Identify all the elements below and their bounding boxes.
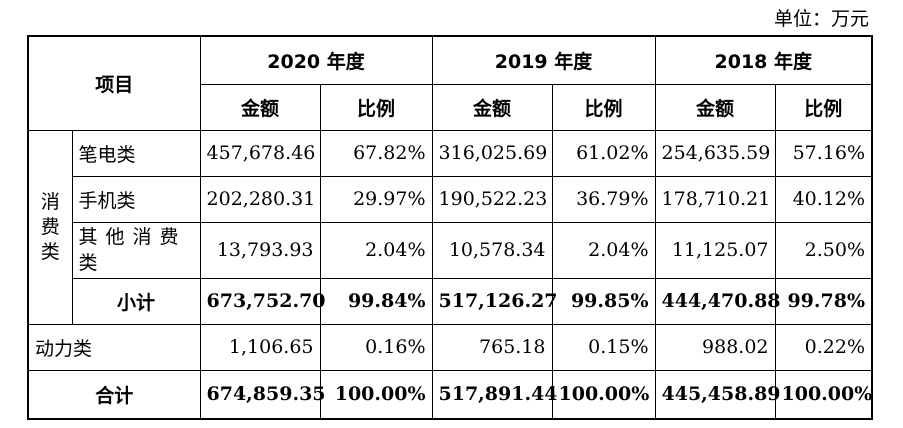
cell-ratio: 36.79% (551, 175, 656, 223)
row-label: 手机类 (71, 175, 201, 223)
cell-ratio: 61.02% (551, 129, 656, 177)
cell-amount: 316,025.69 (431, 129, 553, 177)
cell-amount: 765.18 (431, 323, 553, 371)
power-row: 动力类 1,106.65 0.16% 765.18 0.15% 988.02 0… (27, 323, 873, 371)
table-row: 手机类 202,280.31 29.97% 190,522.23 36.79% … (28, 175, 873, 223)
cell-ratio: 0.22% (774, 323, 873, 371)
cell-amount: 190,522.23 (431, 175, 553, 223)
table-row: 消 费 类 笔电类 457,678.46 67.82% 316,025.69 6… (27, 129, 873, 325)
cell-ratio: 100.00% (551, 369, 656, 420)
cell-amount: 517,126.27 (431, 277, 558, 325)
cell-amount: 202,280.31 (199, 175, 321, 223)
category-char: 费 (40, 215, 60, 238)
cell-ratio: 100.00% (774, 369, 873, 420)
cell-ratio: 29.97% (319, 175, 433, 223)
cell-ratio: 2.50% (774, 221, 873, 279)
cell-amount: 11,125.07 (654, 221, 776, 279)
category-char: 消 (40, 190, 60, 213)
header-year-2018: 2018 年度 (654, 35, 873, 85)
header-ratio: 比例 (319, 83, 433, 131)
cell-ratio: 2.04% (319, 221, 433, 279)
subtotal-row: 小计 673,752.70 99.84% 517,126.27 99.85% 4… (28, 277, 873, 325)
header-amount: 金额 (199, 83, 321, 131)
cell-amount: 178,710.21 (654, 175, 776, 223)
cell-amount: 254,635.59 (654, 129, 776, 177)
cell-ratio: 0.16% (319, 323, 433, 371)
cell-ratio: 40.12% (774, 175, 873, 223)
header-year-2019: 2019 年度 (431, 35, 656, 85)
total-row: 合计 674,859.35 100.00% 517,891.44 100.00%… (27, 369, 873, 420)
cell-ratio: 57.16% (774, 129, 873, 177)
cell-ratio: 99.84% (319, 277, 433, 325)
header-row-columns: 金额 比例 金额 比例 金额 比例 (28, 83, 873, 131)
category-consumer: 消 费 类 (27, 129, 73, 325)
row-label: 其他消费类 (71, 221, 201, 279)
cell-amount: 674,859.35 (199, 369, 326, 420)
cell-amount: 445,458.89 (654, 369, 781, 420)
cell-ratio: 2.04% (551, 221, 656, 279)
cell-amount: 673,752.70 (199, 277, 326, 325)
header-amount: 金额 (431, 83, 553, 131)
cell-amount: 517,891.44 (431, 369, 558, 420)
cell-amount: 1,106.65 (199, 323, 321, 371)
unit-label: 单位：万元 (773, 8, 869, 30)
table-row: 其他消费类 13,793.93 2.04% 10,578.34 2.04% 11… (28, 221, 873, 279)
header-row-years: 项目 2020 年度 2019 年度 2018 年度 (27, 35, 873, 131)
row-label: 笔电类 (71, 129, 201, 177)
cell-amount: 457,678.46 (199, 129, 321, 177)
header-year-2020: 2020 年度 (199, 35, 433, 85)
cell-amount: 13,793.93 (199, 221, 321, 279)
revenue-table: 项目 2020 年度 2019 年度 2018 年度 金额 比例 金额 比例 金… (27, 35, 874, 420)
row-label: 动力类 (27, 323, 201, 371)
cell-ratio: 67.82% (319, 129, 433, 177)
cell-amount: 444,470.88 (654, 277, 781, 325)
category-char: 类 (40, 240, 60, 263)
cell-ratio: 0.15% (551, 323, 656, 371)
cell-amount: 10,578.34 (431, 221, 553, 279)
header-ratio: 比例 (551, 83, 656, 131)
cell-ratio: 99.85% (551, 277, 656, 325)
header-ratio: 比例 (774, 83, 873, 131)
cell-amount: 988.02 (654, 323, 776, 371)
header-item: 项目 (27, 35, 201, 131)
cell-ratio: 100.00% (319, 369, 433, 420)
total-label: 合计 (27, 369, 201, 420)
header-amount: 金额 (654, 83, 776, 131)
subtotal-label: 小计 (71, 277, 201, 325)
cell-ratio: 99.78% (774, 277, 873, 325)
